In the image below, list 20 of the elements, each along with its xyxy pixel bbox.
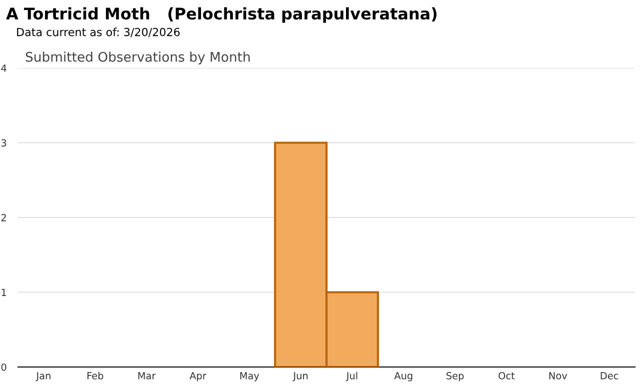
- x-tick-label: May: [240, 372, 260, 382]
- y-tick-label: 1: [2, 288, 6, 296]
- x-tick-label: Dec: [600, 372, 618, 380]
- chart-title: A Tortricid Moth (Pelochrista parapulveratana): [6, 7, 437, 23]
- x-tick-label: Nov: [549, 372, 568, 380]
- chart-subtitle: Data current as of: 3/20/2026: [17, 28, 180, 38]
- x-tick-label: Oct: [498, 372, 515, 380]
- y-tick-label: 3: [1, 139, 6, 147]
- x-tick-label: Jun: [292, 372, 308, 382]
- x-tick-label: Feb: [87, 372, 104, 380]
- text: Submitted Observations by Month: [26, 52, 250, 64]
- x-tick-label: Jan: [36, 372, 50, 382]
- x-tick-label: Apr: [190, 372, 206, 382]
- x-tick-label: Aug: [394, 372, 412, 382]
- y-tick-label: 4: [1, 64, 6, 72]
- x-tick-label: Jul: [346, 372, 358, 382]
- y-tick-label: 0: [1, 363, 6, 371]
- x-tick-label: Sep: [446, 372, 464, 382]
- x-tick-label: Mar: [138, 372, 156, 380]
- y-tick-label: 2: [1, 214, 6, 222]
